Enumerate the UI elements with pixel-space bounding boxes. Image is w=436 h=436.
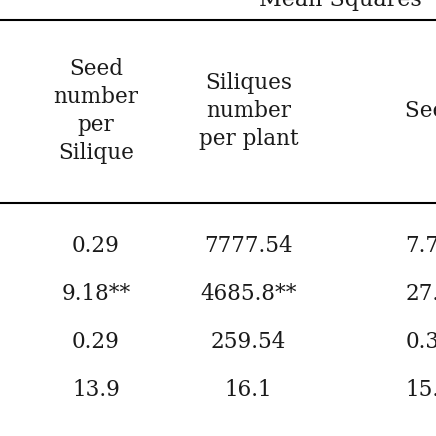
Text: 259.54: 259.54 bbox=[211, 331, 286, 353]
Text: 15.5: 15.5 bbox=[405, 379, 436, 401]
Text: Seed
number
per
Silique: Seed number per Silique bbox=[54, 58, 138, 164]
Text: Siliques
number
per plant: Siliques number per plant bbox=[199, 72, 298, 150]
Text: 0.29: 0.29 bbox=[72, 235, 120, 257]
Text: 4685.8**: 4685.8** bbox=[200, 283, 297, 305]
Text: 7777.54: 7777.54 bbox=[204, 235, 293, 257]
Text: Seed c: Seed c bbox=[405, 100, 436, 122]
Text: 9.18**: 9.18** bbox=[61, 283, 130, 305]
Text: 0.34: 0.34 bbox=[405, 331, 436, 353]
Text: 0.29: 0.29 bbox=[72, 331, 120, 353]
Text: 16.1: 16.1 bbox=[225, 379, 272, 401]
Text: 27.53*: 27.53* bbox=[405, 283, 436, 305]
Text: 13.9: 13.9 bbox=[72, 379, 120, 401]
Text: Mean Squares: Mean Squares bbox=[259, 0, 422, 11]
Text: 7.73: 7.73 bbox=[405, 235, 436, 257]
